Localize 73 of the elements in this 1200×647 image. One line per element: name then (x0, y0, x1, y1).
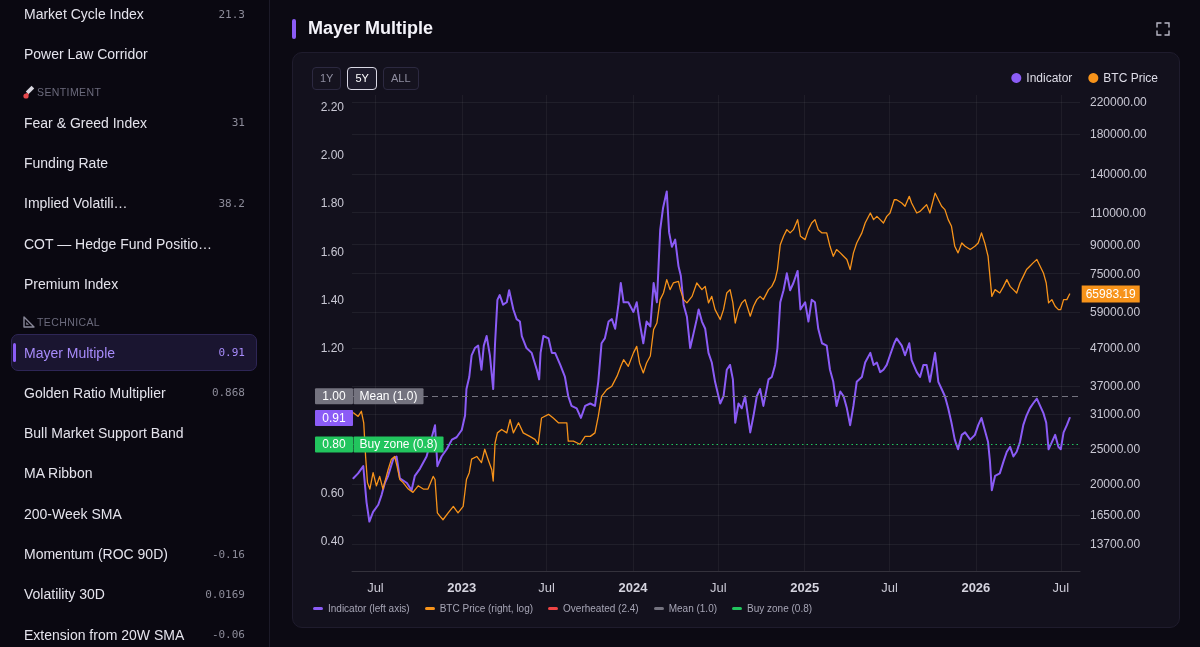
y2-tick-label: 16500.00 (1090, 507, 1141, 522)
category-label: Volatility 30D (24, 586, 105, 603)
toggle-button: 1Y (312, 67, 342, 90)
annotation: 1.00 (322, 389, 346, 404)
y-tick-label: 0.60 (320, 485, 345, 500)
x-tick-label: 2024 (618, 580, 649, 595)
x-tick-label: 2023 (447, 580, 477, 595)
x-tick-label: Jul (1052, 580, 1070, 595)
x-tick-label: Jul (538, 580, 556, 595)
category-label: Premium Index (24, 276, 119, 292)
annotation: 0.91 (322, 410, 346, 425)
x-tick-label: 2025 (790, 580, 820, 595)
toggle-button: 5Y (347, 67, 377, 90)
text: BTC Price (right, log) (439, 603, 534, 614)
ref-line-label: Mean (1.0) (359, 389, 418, 404)
y-tick-label: 1.20 (320, 341, 345, 356)
legend-label: Indicator (1026, 71, 1073, 85)
data-label: 38.2 (218, 196, 245, 210)
category-label: Extension from 20W SMA (24, 626, 185, 643)
y2-tick-label: 75000.00 (1090, 266, 1141, 281)
chart-title: Mayer Multiple (308, 18, 434, 38)
annotation: 0.80 (322, 437, 346, 452)
category-label: Funding Rate (24, 155, 109, 172)
text: TECHNICAL (37, 315, 101, 328)
y-tick-label: 1.60 (320, 244, 345, 259)
y2-tick-label: 47000.00 (1090, 341, 1141, 356)
category-label: 200-Week SMA (24, 505, 122, 522)
x-tick-label: Jul (710, 580, 727, 595)
y2-tick-label: 37000.00 (1090, 379, 1141, 394)
category-label: Implied Volatili… (24, 195, 128, 212)
y2-tick-label: 20000.00 (1090, 477, 1141, 492)
y-tick-label: 0.40 (320, 533, 345, 548)
y2-tick-label: 59000.00 (1090, 304, 1141, 319)
text: SENTIMENT (37, 85, 102, 98)
legend-label: BTC Price (1103, 71, 1159, 85)
data-label: 21.3 (218, 7, 245, 21)
y-tick-label: 2.00 (320, 148, 345, 163)
y-tick-label: 2.20 (320, 100, 345, 115)
text: Indicator (left axis) (328, 603, 410, 614)
category-label: MA Ribbon (24, 465, 93, 482)
toggle-button: ALL (382, 67, 419, 90)
text: Buy zone (0.8) (747, 603, 813, 614)
category-label: Market Cycle Index (24, 6, 144, 22)
category-label: Golden Ratio Multiplier (24, 384, 166, 401)
y2-tick-label: 180000.00 (1090, 127, 1148, 142)
category-label: Power Law Corridor (24, 46, 148, 63)
y2-tick-label: 90000.00 (1090, 237, 1141, 252)
category-label: COT — Hedge Fund Positio… (24, 235, 213, 252)
data-label: 0.0169 (205, 587, 245, 601)
x-tick-label: Jul (367, 580, 384, 595)
text: Mean (1.0) (668, 603, 718, 614)
ref-line-label: Buy zone (0.8) (359, 437, 438, 452)
data-label: -0.16 (211, 547, 245, 561)
y2-tick-label: 220000.00 (1090, 95, 1148, 110)
y2-tick-label: 110000.00 (1090, 205, 1147, 220)
text: Overheated (2.4) (563, 603, 639, 614)
y-tick-label: 1.40 (320, 292, 345, 307)
category-label: Fear & Greed Index (24, 114, 147, 131)
data-label: 0.91 (218, 346, 245, 359)
y2-tick-label: 13700.00 (1090, 537, 1141, 552)
category-label: Momentum (ROC 90D) (24, 546, 168, 562)
y2-tick-label: 140000.00 (1090, 167, 1148, 182)
data-label: 65983.19 (1085, 286, 1137, 301)
x-tick-label: 2026 (961, 580, 991, 595)
y2-tick-label: 25000.00 (1090, 441, 1141, 456)
y-tick-label: 1.80 (320, 196, 345, 211)
x-tick-label: Jul (881, 580, 898, 595)
data-label: 31 (231, 116, 245, 130)
category-label: Mayer Multiple (24, 344, 116, 361)
category-label: Bull Market Support Band (24, 425, 184, 442)
data-label: -0.06 (211, 628, 245, 642)
data-label: 0.868 (211, 386, 245, 400)
y2-tick-label: 31000.00 (1090, 407, 1141, 422)
